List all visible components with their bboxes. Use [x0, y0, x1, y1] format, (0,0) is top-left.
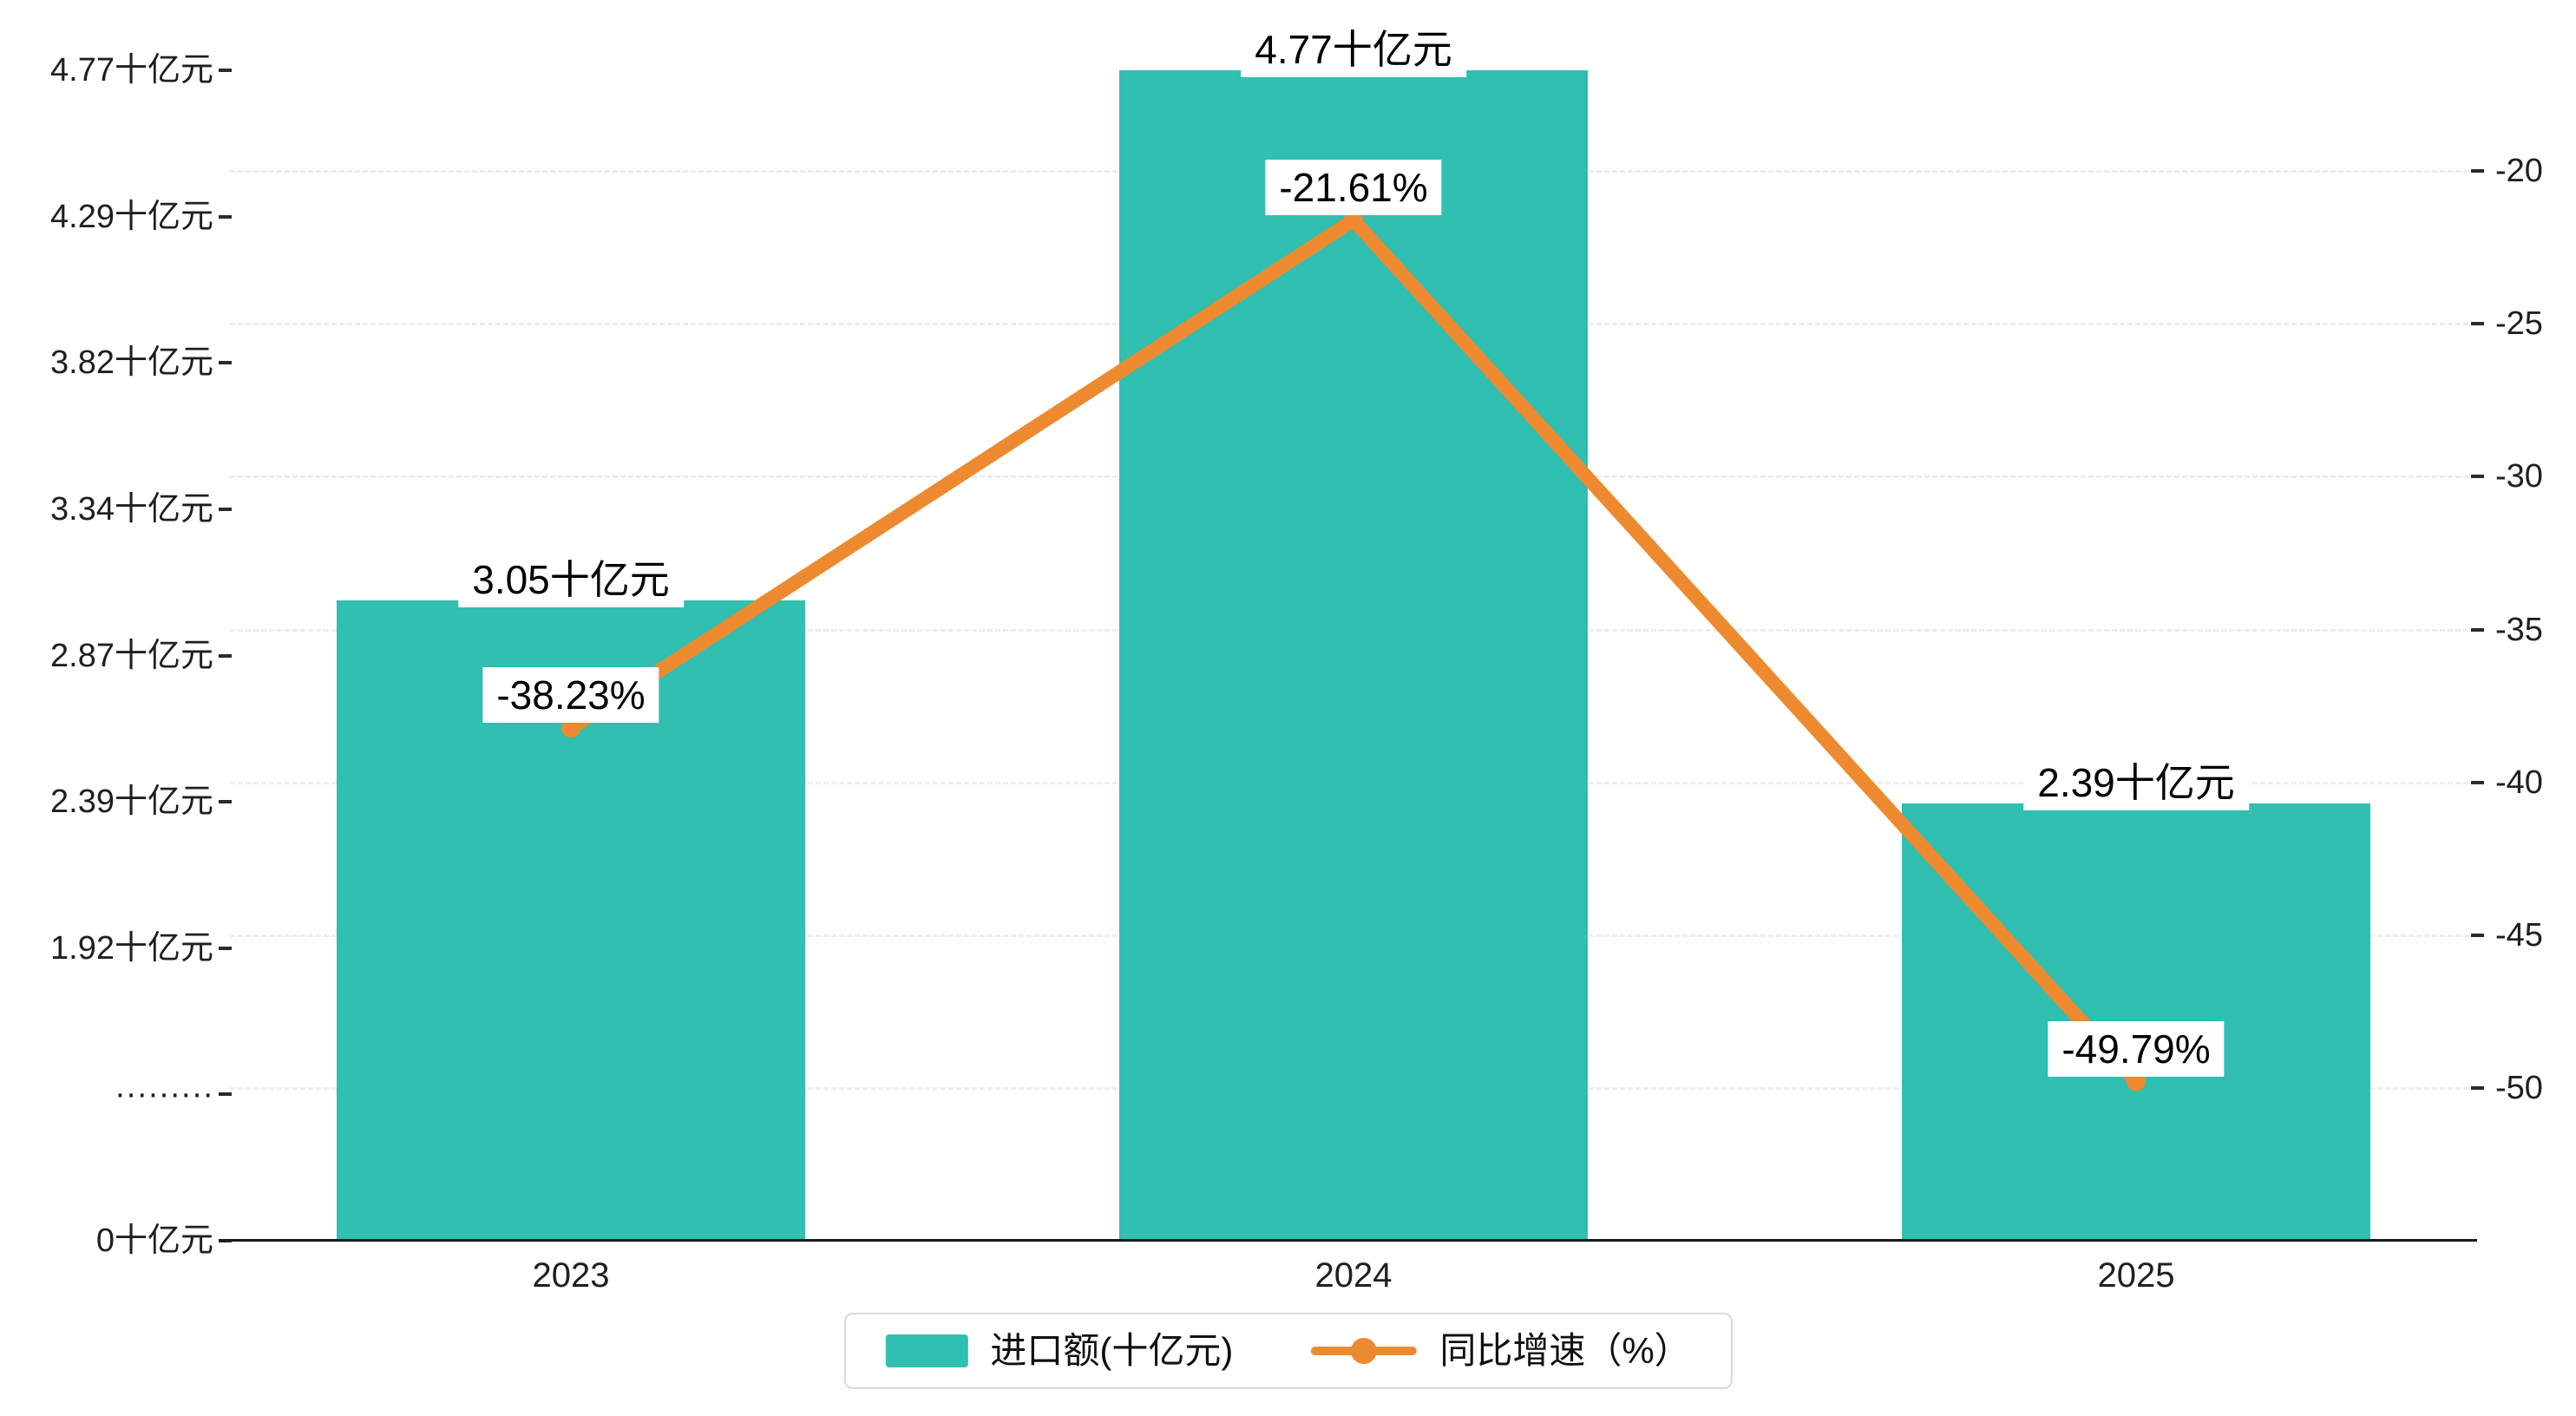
legend-item-bar-series[interactable]: 进口额(十亿元) — [885, 1328, 1233, 1373]
x-axis-label-2025: 2025 — [2097, 1256, 2175, 1295]
line-marker-icon — [1311, 1334, 1418, 1367]
bar-value-label: 4.77十亿元 — [1241, 22, 1466, 78]
left-axis-tick-mark-icon — [219, 946, 232, 950]
line-value-label: -49.79% — [2048, 1020, 2225, 1077]
left-axis-tick-mark-icon — [219, 214, 232, 219]
line-point-marker-icon — [1344, 210, 1363, 230]
left-axis-tick-label: 2.39十亿元 — [50, 783, 213, 821]
line-value-label: -21.61% — [1265, 159, 1442, 215]
x-axis-line — [220, 1239, 2477, 1242]
left-axis-tick-label: 0十亿元 — [95, 1223, 213, 1259]
right-axis-tick-label: -25 — [2495, 305, 2543, 343]
legend-label: 同比增速（%） — [1439, 1330, 1691, 1371]
right-axis-tick-label: -40 — [2495, 764, 2543, 801]
right-axis-tick-mark-icon — [2471, 475, 2484, 479]
left-axis-tick-mark-icon — [219, 69, 232, 72]
bar-2024 — [1119, 70, 1588, 1241]
x-axis-label-2024: 2024 — [1314, 1256, 1393, 1295]
right-axis-tick-mark-icon — [2471, 627, 2484, 632]
legend: 进口额(十亿元) 同比增速（%） — [843, 1313, 1733, 1389]
left-axis-tick-mark-icon — [219, 507, 232, 511]
legend-item-line-series[interactable]: 同比增速（%） — [1311, 1328, 1691, 1373]
right-axis-tick-mark-icon — [2471, 169, 2484, 173]
right-axis-tick-label: -30 — [2495, 458, 2543, 495]
line-value-label: -38.23% — [482, 667, 659, 724]
right-axis-tick-label: -35 — [2495, 611, 2543, 648]
left-axis-tick-label: 1.92十亿元 — [50, 929, 213, 967]
right-axis-tick-mark-icon — [2471, 322, 2484, 326]
left-axis-tick-mark-icon — [219, 361, 232, 365]
left-axis-tick-label: 4.29十亿元 — [50, 198, 213, 235]
left-axis-tick-mark-icon — [219, 1092, 232, 1097]
line-point-marker-icon — [2127, 1072, 2146, 1092]
left-axis-tick-label: 3.82十亿元 — [50, 344, 213, 382]
line-marker-dot — [1351, 1338, 1378, 1364]
x-axis-label-2023: 2023 — [532, 1256, 610, 1295]
bar-value-label: 2.39十亿元 — [2023, 754, 2249, 810]
right-axis-tick-mark-icon — [2471, 780, 2484, 784]
left-axis-tick-label: 2.87十亿元 — [50, 637, 213, 674]
left-axis-tick-mark-icon — [219, 653, 232, 658]
left-axis-tick-label: 3.34十亿元 — [50, 490, 213, 528]
right-axis-tick-label: -45 — [2495, 917, 2543, 954]
right-axis-tick-label: -20 — [2495, 153, 2543, 189]
line-point-marker-icon — [561, 718, 580, 738]
legend-label: 进口额(十亿元) — [990, 1330, 1234, 1371]
yoy-growth-line — [564, 213, 2143, 1089]
right-axis-tick-mark-icon — [2471, 934, 2484, 937]
right-axis-tick-label: -50 — [2495, 1070, 2543, 1107]
bar-swatch-icon — [885, 1334, 968, 1367]
right-axis-tick-mark-icon — [2471, 1086, 2484, 1091]
left-axis-tick-label: 4.77十亿元 — [50, 52, 213, 88]
left-axis-tick-mark-icon — [219, 800, 232, 804]
left-axis-tick-label: ········· — [115, 1076, 213, 1113]
bar-value-label: 3.05十亿元 — [458, 551, 684, 607]
